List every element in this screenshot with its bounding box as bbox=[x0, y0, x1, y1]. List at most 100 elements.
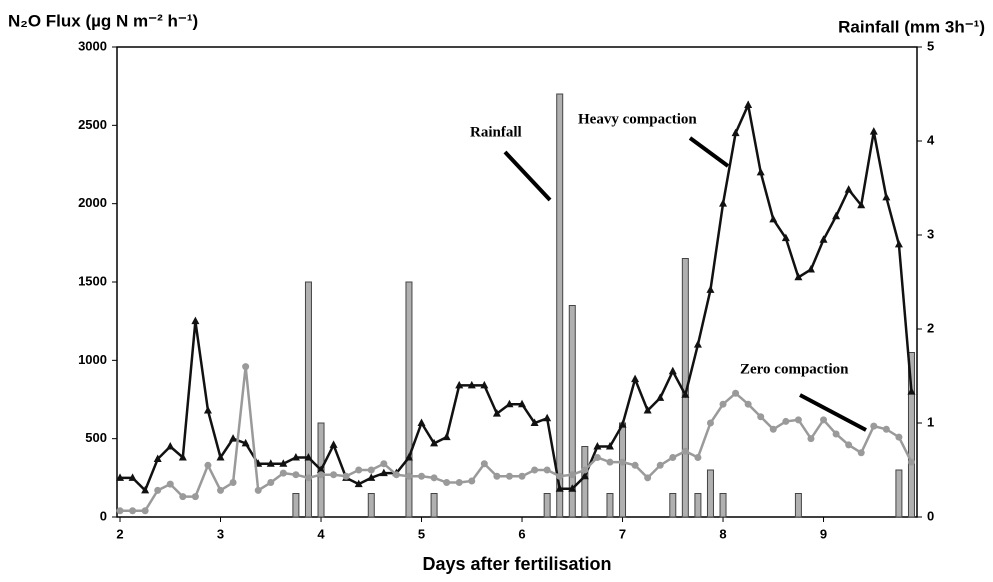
triangle-marker bbox=[518, 399, 527, 408]
circle-marker bbox=[757, 413, 765, 421]
triangle-marker bbox=[580, 471, 589, 480]
circle-marker bbox=[129, 507, 137, 515]
triangle-marker bbox=[643, 405, 652, 414]
rain-bar bbox=[292, 493, 300, 518]
triangle-marker bbox=[731, 128, 740, 137]
triangle-marker bbox=[882, 192, 891, 201]
x-tick-label: 9 bbox=[820, 526, 827, 541]
y2-axis-label: Rainfall (mm 3h⁻¹) bbox=[838, 17, 985, 36]
triangle-marker bbox=[618, 420, 627, 428]
leader-line bbox=[799, 393, 867, 432]
leader-line bbox=[688, 136, 730, 168]
triangle-marker bbox=[593, 442, 602, 450]
circle-marker bbox=[619, 458, 627, 466]
triangle-marker bbox=[832, 211, 841, 220]
rain-bar bbox=[606, 493, 614, 518]
triangle-marker bbox=[857, 200, 866, 209]
circle-marker bbox=[367, 466, 375, 474]
x-tick-label: 5 bbox=[418, 526, 425, 541]
triangle-marker bbox=[819, 235, 828, 243]
circle-marker bbox=[820, 416, 828, 424]
y2-tick-label: 2 bbox=[927, 320, 934, 335]
triangle-marker bbox=[781, 233, 790, 242]
triangle-marker bbox=[719, 199, 728, 207]
triangle-marker bbox=[317, 465, 326, 473]
circle-marker bbox=[732, 389, 740, 397]
circle-marker bbox=[895, 433, 903, 441]
circle-marker bbox=[644, 474, 652, 482]
y-tick-label: 1000 bbox=[78, 352, 107, 367]
circle-marker bbox=[380, 460, 388, 468]
triangle-marker bbox=[756, 167, 765, 176]
triangle-marker bbox=[116, 473, 125, 481]
triangle-marker bbox=[555, 484, 564, 492]
circle-marker bbox=[317, 471, 325, 479]
circle-marker bbox=[154, 486, 162, 494]
triangle-marker bbox=[329, 440, 338, 448]
rain-bar bbox=[669, 493, 677, 518]
circle-marker bbox=[782, 417, 790, 425]
triangle-marker bbox=[291, 452, 300, 461]
circle-marker bbox=[882, 425, 890, 433]
y-tick-label: 0 bbox=[100, 508, 107, 523]
triangle-marker bbox=[492, 409, 501, 417]
series-line bbox=[120, 366, 913, 512]
triangle-marker bbox=[869, 127, 878, 135]
circle-marker bbox=[141, 507, 149, 515]
y-tick-label: 1500 bbox=[78, 273, 107, 288]
x-tick-label: 3 bbox=[217, 526, 224, 541]
x-tick-label: 2 bbox=[116, 526, 123, 541]
circle-marker bbox=[254, 486, 262, 494]
circle-marker bbox=[769, 425, 777, 433]
triangle-marker bbox=[379, 468, 388, 477]
circle-marker bbox=[593, 453, 601, 461]
triangle-marker bbox=[744, 100, 753, 108]
rain-bar bbox=[367, 493, 375, 518]
x-tick-label: 8 bbox=[719, 526, 726, 541]
y-tick-label: 2500 bbox=[78, 117, 107, 132]
rain-bar bbox=[543, 493, 551, 518]
triangle-marker bbox=[153, 454, 162, 463]
y2-tick-label: 1 bbox=[927, 414, 934, 429]
leader-line bbox=[503, 150, 552, 202]
circle-marker bbox=[568, 471, 576, 479]
rain-bar bbox=[581, 446, 589, 518]
triangle-marker bbox=[354, 479, 363, 488]
circle-marker bbox=[832, 430, 840, 438]
triangle-marker bbox=[430, 438, 439, 447]
triangle-marker bbox=[404, 452, 413, 461]
circle-marker bbox=[681, 447, 689, 455]
circle-marker bbox=[631, 461, 639, 469]
rain-bar bbox=[619, 422, 627, 518]
rain-bar bbox=[405, 281, 413, 518]
triangle-marker bbox=[568, 484, 577, 492]
circle-marker bbox=[744, 400, 752, 408]
triangle-marker bbox=[279, 459, 288, 467]
triangle-marker bbox=[178, 452, 187, 461]
circle-marker bbox=[669, 453, 677, 461]
triangle-marker bbox=[417, 418, 426, 426]
circle-marker bbox=[418, 472, 426, 480]
circle-marker bbox=[606, 458, 614, 466]
circle-marker bbox=[279, 469, 287, 477]
triangle-marker bbox=[806, 264, 815, 273]
x-tick-label: 4 bbox=[317, 526, 325, 541]
circle-marker bbox=[292, 471, 300, 479]
triangle-marker bbox=[769, 214, 778, 223]
circle-marker bbox=[505, 472, 513, 480]
y-tick-label: 2000 bbox=[78, 195, 107, 210]
rain-bar bbox=[694, 493, 702, 518]
annotation: Zero compaction bbox=[740, 361, 849, 377]
triangle-marker bbox=[656, 393, 665, 401]
circle-marker bbox=[656, 461, 664, 469]
circle-marker bbox=[355, 466, 363, 474]
y2-tick-label: 5 bbox=[927, 38, 934, 53]
circle-marker bbox=[694, 453, 702, 461]
circle-marker bbox=[870, 422, 878, 430]
circle-marker bbox=[267, 479, 275, 487]
x-axis-label: Days after fertilisation bbox=[422, 554, 611, 574]
rain-bar bbox=[706, 469, 714, 518]
circle-marker bbox=[217, 486, 225, 494]
triangle-marker bbox=[894, 239, 903, 248]
triangle-marker bbox=[505, 399, 514, 408]
